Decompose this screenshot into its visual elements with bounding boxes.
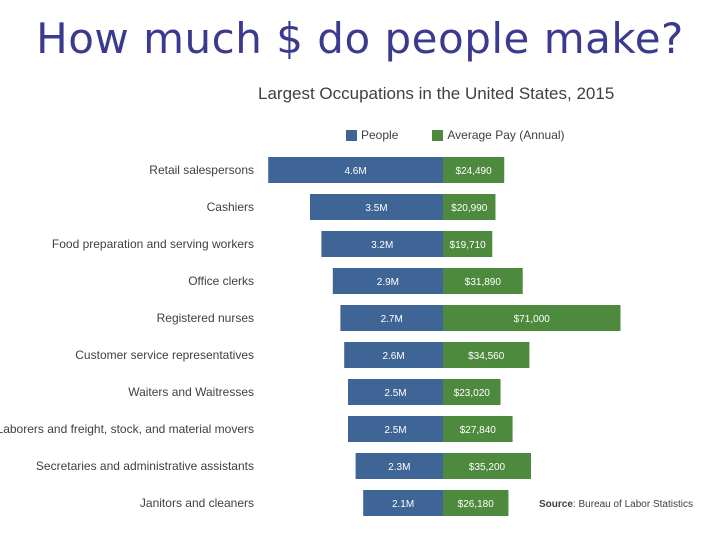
pay-bar xyxy=(443,157,505,183)
people-value-label: 3.2M xyxy=(371,240,393,251)
people-bar xyxy=(332,268,443,294)
pay-bar xyxy=(443,342,530,368)
pay-value-label: $24,490 xyxy=(456,166,493,177)
category-label: Retail salespersons xyxy=(149,163,254,177)
chart-legend: People Average Pay (Annual) xyxy=(346,128,599,142)
people-value-label: 4.6M xyxy=(344,166,366,177)
people-bar xyxy=(268,157,443,183)
people-value-label: 2.5M xyxy=(384,425,406,436)
category-label: Janitors and cleaners xyxy=(140,496,254,510)
pay-bar xyxy=(443,490,509,516)
category-label: Secretaries and administrative assistant… xyxy=(36,459,254,473)
source-text: : Bureau of Labor Statistics xyxy=(572,499,693,510)
category-label: Laborers and freight, stock, and materia… xyxy=(0,422,254,436)
pay-bar xyxy=(443,453,531,479)
pay-bar xyxy=(443,416,513,442)
people-value-label: 2.6M xyxy=(382,351,404,362)
people-bar xyxy=(355,453,443,479)
people-bar xyxy=(344,342,443,368)
legend-item-people: People xyxy=(346,128,398,142)
people-bar xyxy=(310,194,443,220)
people-value-label: 2.1M xyxy=(392,499,414,510)
source-label: Source xyxy=(539,499,573,510)
category-label: Office clerks xyxy=(188,274,254,288)
pay-value-label: $20,990 xyxy=(451,203,488,214)
people-value-label: 2.3M xyxy=(388,462,410,473)
legend-swatch-people xyxy=(346,129,357,141)
pay-value-label: $26,180 xyxy=(458,499,495,510)
pay-bar xyxy=(443,194,496,220)
people-value-label: 2.9M xyxy=(377,277,399,288)
category-label: Waiters and Waitresses xyxy=(128,385,254,399)
people-value-label: 2.7M xyxy=(381,314,403,325)
pay-value-label: $71,000 xyxy=(514,314,551,325)
people-value-label: 2.5M xyxy=(384,388,406,399)
pay-bar xyxy=(443,231,493,257)
slide-title: How much $ do people make? xyxy=(36,14,684,63)
people-bar xyxy=(348,416,443,442)
pay-bar xyxy=(443,305,621,331)
pay-value-label: $27,840 xyxy=(460,425,497,436)
pay-bar xyxy=(443,268,523,294)
people-value-label: 3.5M xyxy=(365,203,387,214)
category-label: Customer service representatives xyxy=(75,348,254,362)
people-bar xyxy=(348,379,443,405)
pay-bar xyxy=(443,379,501,405)
pay-value-label: $34,560 xyxy=(468,351,505,362)
chart-source: Source: Bureau of Labor Statistics xyxy=(539,499,693,510)
pay-value-label: $19,710 xyxy=(450,240,487,251)
legend-label-pay: Average Pay (Annual) xyxy=(447,128,565,142)
people-bar xyxy=(363,490,443,516)
legend-label-people: People xyxy=(361,128,399,142)
legend-swatch-pay xyxy=(432,129,444,141)
pay-value-label: $23,020 xyxy=(454,388,491,399)
category-label: Food preparation and serving workers xyxy=(52,237,254,251)
people-bar xyxy=(321,231,443,257)
chart-title: Largest Occupations in the United States… xyxy=(258,84,615,103)
pay-value-label: $31,890 xyxy=(465,277,502,288)
legend-item-pay: Average Pay (Annual) xyxy=(432,128,565,142)
pay-value-label: $35,200 xyxy=(469,462,506,473)
category-label: Cashiers xyxy=(207,200,254,214)
category-label: Registered nurses xyxy=(157,311,254,325)
people-bar xyxy=(340,305,443,331)
